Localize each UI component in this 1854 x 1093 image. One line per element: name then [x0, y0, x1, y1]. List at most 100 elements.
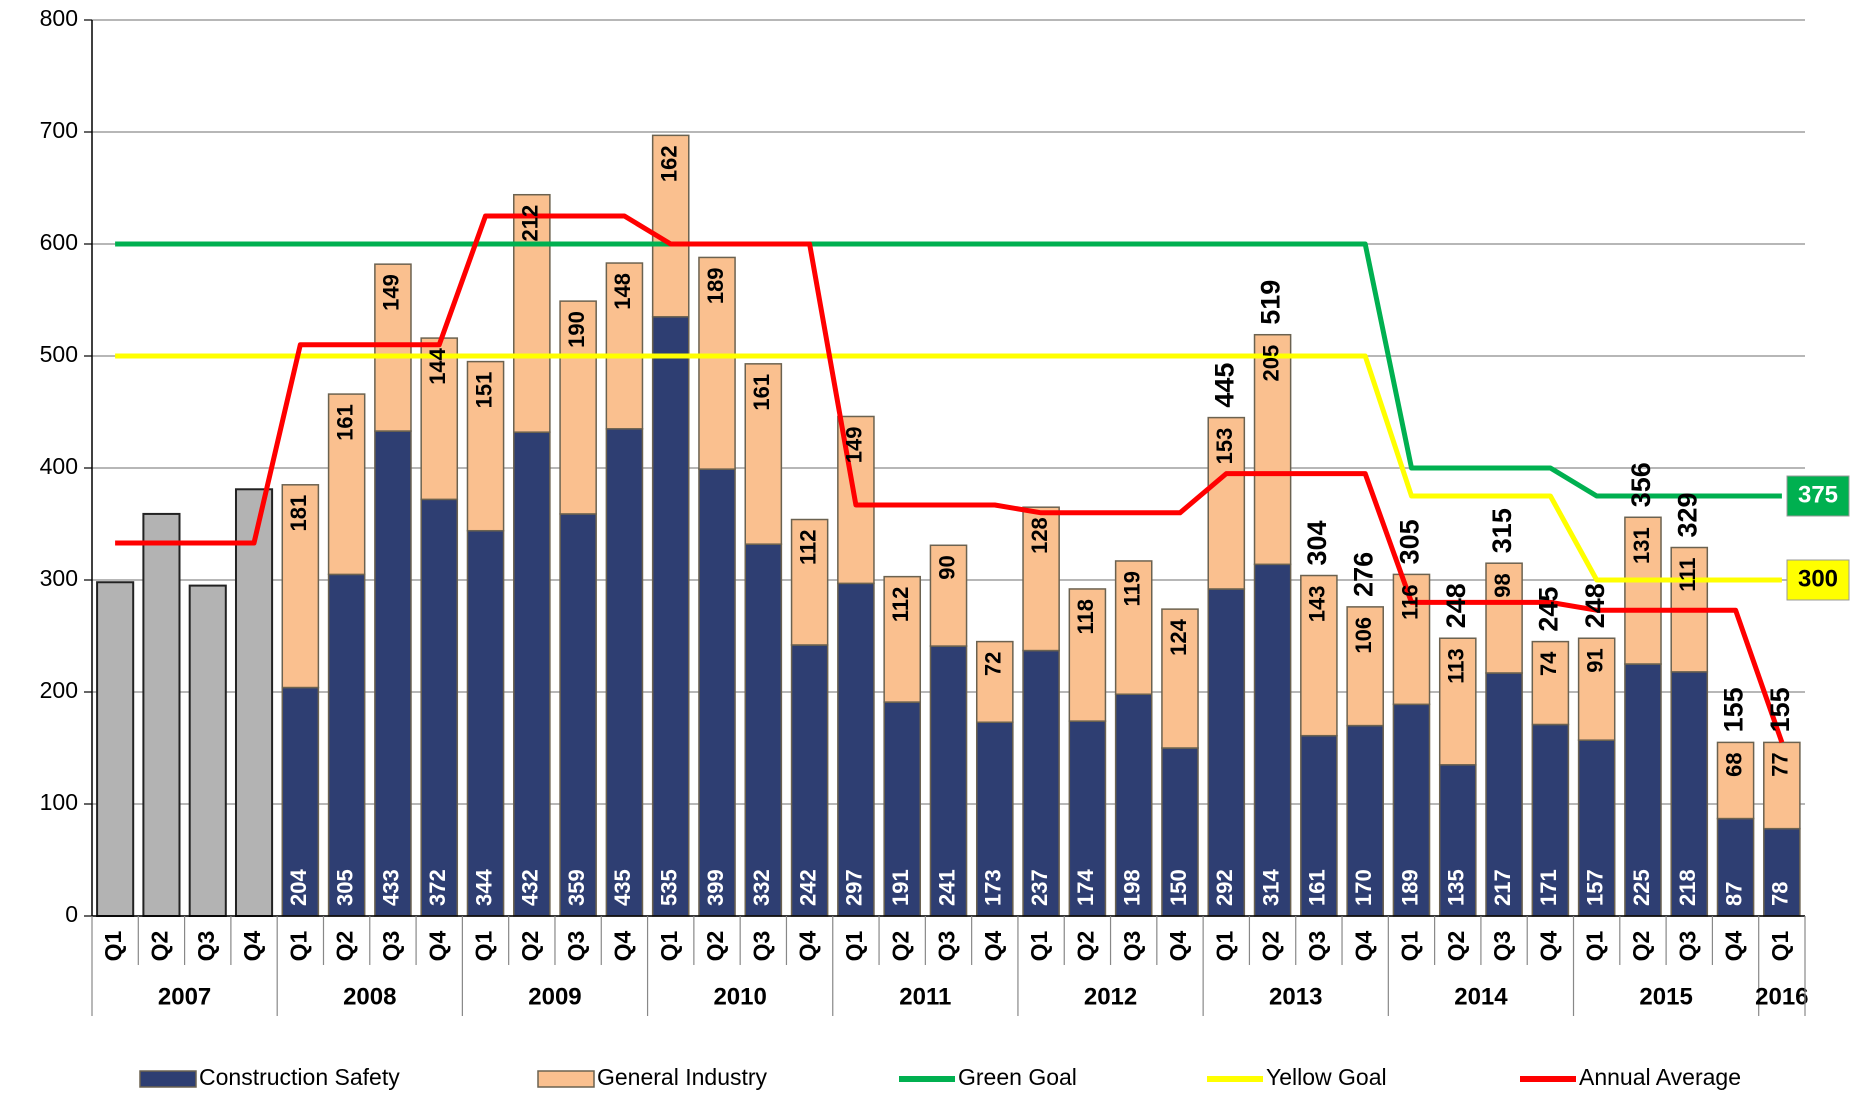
bar-segment	[975, 640, 1014, 723]
bar-segment	[374, 263, 412, 432]
bar-segment	[1253, 333, 1292, 566]
bar-segment	[1763, 741, 1801, 830]
y-tick-label: 100	[40, 789, 78, 815]
bar-segment	[466, 360, 505, 532]
y-tick-label: 700	[40, 117, 78, 143]
bar-segment	[1068, 588, 1107, 722]
y-tick-label: 200	[40, 677, 78, 703]
bar-segment	[1300, 574, 1338, 737]
value-label: 204	[286, 869, 311, 906]
value-label: 173	[981, 869, 1006, 906]
x-tick-label: Q4	[239, 930, 265, 961]
legend-label: Construction Safety	[199, 1064, 400, 1090]
value-label: 297	[842, 869, 867, 906]
x-tick-label: Q1	[1397, 930, 1423, 961]
x-tick-label: Q3	[1119, 931, 1145, 962]
x-group-label: 2015	[1639, 983, 1692, 1010]
bar-segment	[327, 393, 366, 576]
x-tick-label: Q1	[285, 930, 311, 961]
x-group-label: 2007	[158, 983, 211, 1010]
bar-segment	[651, 134, 690, 318]
bar-segment	[744, 363, 783, 545]
total-label: 315	[1487, 508, 1517, 553]
value-label: 212	[518, 205, 543, 242]
x-group-label: 2016	[1755, 983, 1808, 1010]
bar-segment	[1392, 703, 1431, 917]
bar-segment	[698, 468, 736, 917]
bar-segment	[1022, 506, 1060, 652]
bar-segment	[1346, 724, 1384, 917]
x-group-label: 2010	[713, 983, 766, 1010]
value-label: 305	[332, 869, 357, 906]
legend-label: Yellow Goal	[1266, 1064, 1387, 1090]
bar-segment	[1438, 764, 1477, 917]
value-label: 535	[657, 869, 682, 906]
bar-segment	[1114, 560, 1153, 695]
value-label: 74	[1536, 651, 1561, 676]
value-label: 190	[564, 311, 589, 348]
x-tick-label: Q1	[1582, 930, 1608, 961]
x-tick-label: Q2	[702, 931, 728, 962]
value-label: 119	[1120, 571, 1145, 607]
value-label: 332	[749, 869, 774, 906]
bar-segment	[698, 256, 736, 470]
value-label: 131	[1629, 527, 1654, 564]
x-tick-label: Q4	[980, 930, 1006, 961]
y-tick-label: 400	[40, 453, 78, 479]
x-tick-label: Q3	[1674, 931, 1700, 962]
value-label: 359	[564, 869, 589, 906]
value-label: 153	[1212, 428, 1237, 465]
x-group-label: 2011	[899, 983, 951, 1010]
value-label: 90	[934, 555, 959, 579]
value-label: 218	[1675, 869, 1700, 906]
x-tick-label: Q1	[100, 930, 126, 961]
bar-segment	[605, 262, 644, 430]
bar-segment	[142, 512, 181, 917]
x-group-label: 2012	[1084, 983, 1137, 1010]
total-label: 329	[1672, 492, 1702, 537]
value-label: 148	[610, 273, 635, 310]
x-tick-label: Q1	[471, 930, 497, 961]
legend-label: Annual Average	[1579, 1064, 1741, 1090]
x-tick-label: Q3	[193, 931, 219, 962]
value-label: 112	[888, 587, 913, 623]
value-label: 91	[1582, 648, 1607, 672]
x-tick-label: Q1	[1026, 930, 1052, 961]
value-label: 149	[379, 274, 404, 311]
value-label: 128	[1027, 517, 1052, 554]
line-series	[115, 213, 1785, 744]
total-label: 305	[1395, 519, 1425, 564]
total-label: 276	[1348, 552, 1378, 597]
value-label: 72	[981, 652, 1006, 676]
legend-swatch	[537, 1070, 595, 1088]
value-label: 198	[1120, 869, 1145, 906]
x-tick-label: Q3	[748, 931, 774, 962]
bar-segment	[605, 428, 644, 917]
x-tick-label: Q4	[795, 930, 821, 961]
bar-segment	[327, 573, 366, 917]
total-label: 245	[1533, 587, 1563, 632]
x-tick-label: Q4	[424, 930, 450, 961]
x-tick-label: Q4	[1535, 930, 1561, 961]
y-tick-label: 300	[40, 565, 78, 591]
value-label: 435	[610, 869, 635, 906]
x-tick-label: Q1	[1211, 930, 1237, 961]
y-tick-label: 800	[40, 5, 78, 31]
total-label: 356	[1626, 462, 1656, 507]
y-tick-label: 500	[40, 341, 78, 367]
bar-segment	[651, 316, 690, 917]
end-label: 300	[1798, 565, 1838, 592]
value-label: 225	[1629, 869, 1654, 906]
value-label: 399	[703, 869, 728, 906]
total-label: 155	[1765, 687, 1795, 732]
bar-segment	[281, 484, 320, 689]
bar-segment	[1161, 747, 1199, 917]
value-label: 106	[1351, 617, 1376, 654]
value-label: 111	[1675, 558, 1700, 592]
value-label: 372	[425, 869, 450, 906]
value-label: 150	[1166, 869, 1191, 906]
x-tick-label: Q3	[934, 931, 960, 962]
bar-segment	[420, 498, 459, 917]
bar-segment	[1624, 516, 1662, 665]
line-series	[115, 241, 1782, 499]
